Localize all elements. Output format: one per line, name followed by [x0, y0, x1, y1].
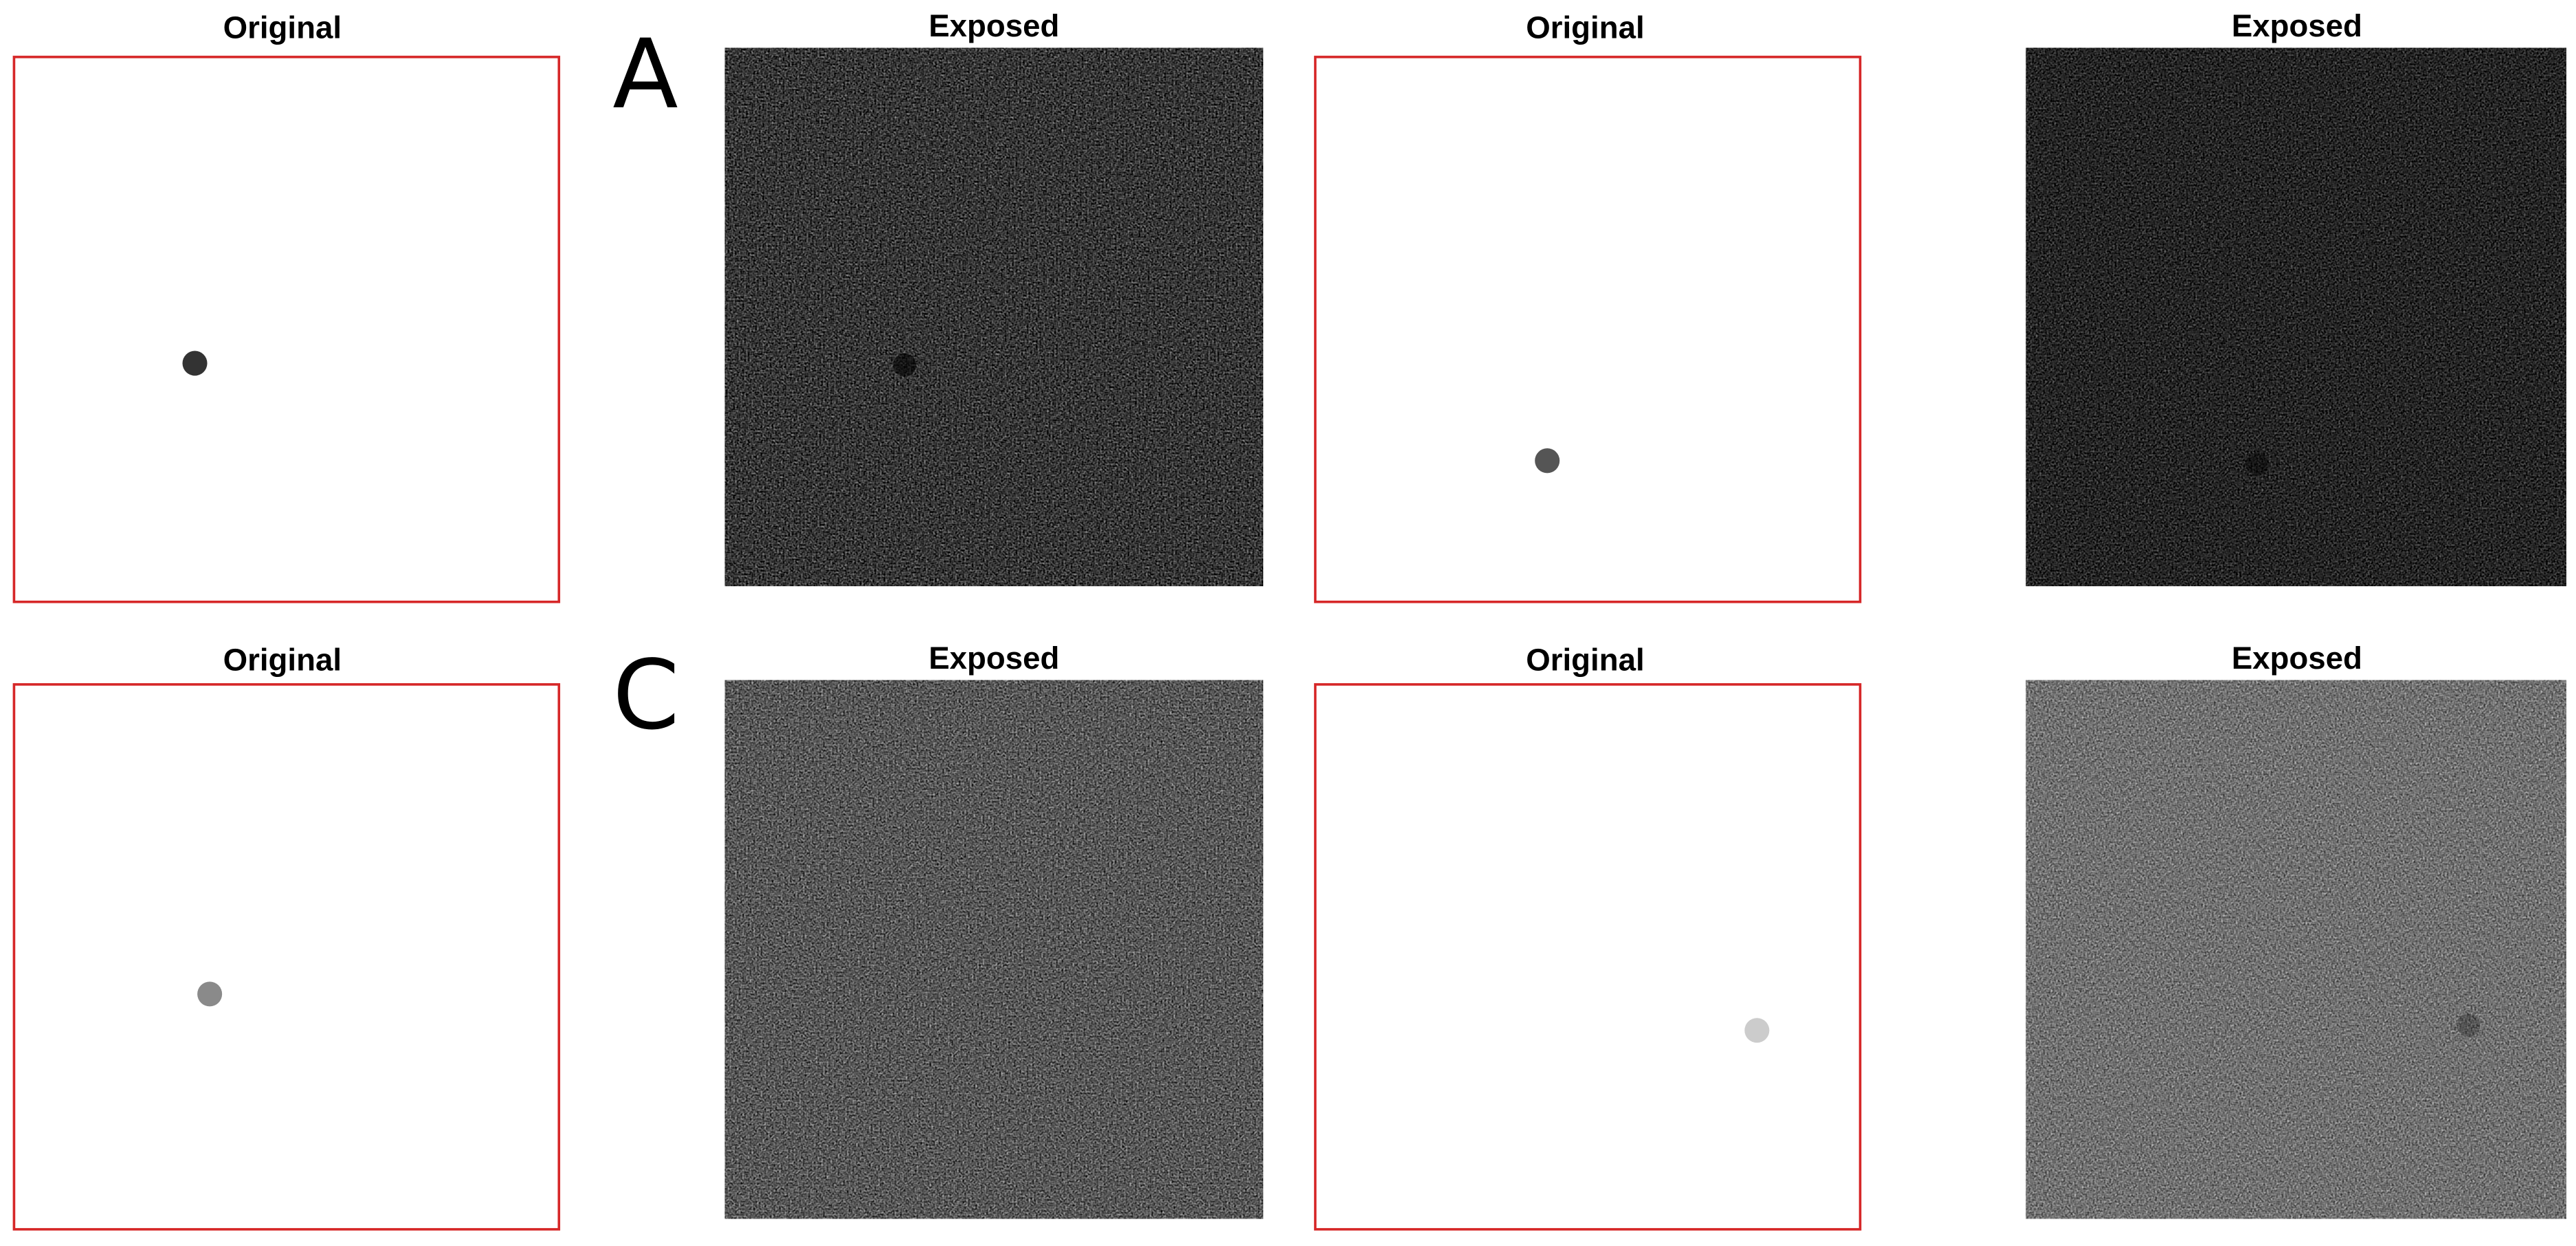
panel-title: Exposed	[929, 8, 1059, 43]
exposed-image	[2025, 47, 2566, 586]
spot	[2457, 1014, 2480, 1037]
panel-title: Original	[223, 642, 342, 677]
panel-title: Exposed	[2232, 8, 2362, 43]
panel-title: Exposed	[929, 641, 1059, 676]
spot	[1744, 1018, 1770, 1043]
panel-title: Original	[223, 10, 342, 45]
panel-label: C	[612, 640, 679, 751]
panel-title: Original	[1526, 10, 1644, 45]
panel-label: A	[612, 19, 678, 130]
original-frame	[1313, 683, 1862, 1231]
spot	[1535, 448, 1560, 474]
panel-title: Exposed	[2232, 641, 2362, 676]
spot	[182, 351, 208, 376]
exposed-image	[724, 680, 1263, 1219]
original-frame	[12, 56, 561, 603]
spot	[893, 353, 917, 377]
original-frame	[1313, 56, 1862, 603]
spot	[2245, 452, 2269, 476]
exposed-image	[724, 47, 1263, 586]
exposed-image	[2025, 680, 2566, 1219]
original-frame	[12, 683, 561, 1231]
spot	[197, 981, 223, 1007]
panel-title: Original	[1526, 642, 1644, 677]
